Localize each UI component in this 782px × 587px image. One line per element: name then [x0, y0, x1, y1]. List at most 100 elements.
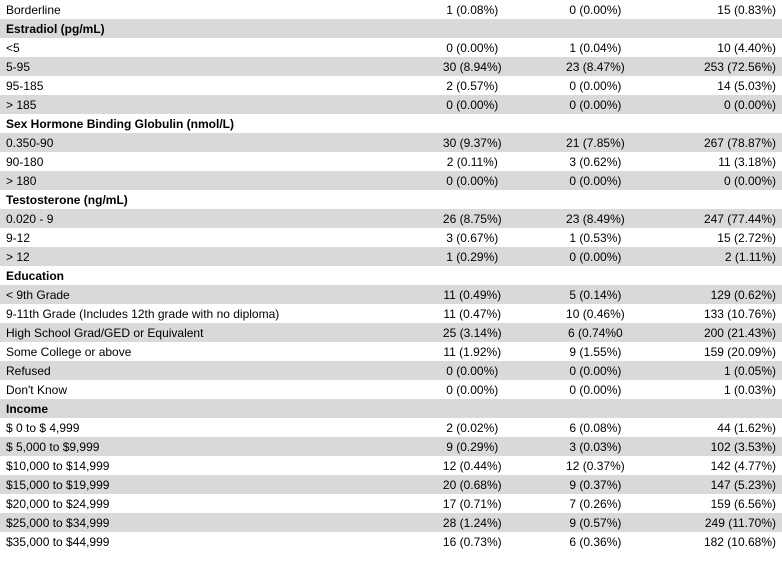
row-label: 0.020 - 9: [0, 209, 411, 228]
cell-col1: 3 (0.67%): [411, 228, 534, 247]
cell-col2: 23 (8.47%): [534, 57, 657, 76]
cell-col2: 10 (0.46%): [534, 304, 657, 323]
cell-col1: 30 (8.94%): [411, 57, 534, 76]
table-row: > 1800 (0.00%)0 (0.00%)0 (0.00%): [0, 171, 782, 190]
row-label: <5: [0, 38, 411, 57]
row-label: $ 5,000 to $9,999: [0, 437, 411, 456]
cell-col1: 0 (0.00%): [411, 171, 534, 190]
row-label: $15,000 to $19,999: [0, 475, 411, 494]
cell-col3: 102 (3.53%): [657, 437, 782, 456]
table-row: High School Grad/GED or Equivalent25 (3.…: [0, 323, 782, 342]
cell-col1: 17 (0.71%): [411, 494, 534, 513]
cell-col1: 28 (1.24%): [411, 513, 534, 532]
cell-col1: 2 (0.57%): [411, 76, 534, 95]
table-row: $ 0 to $ 4,9992 (0.02%)6 (0.08%)44 (1.62…: [0, 418, 782, 437]
cell-col3: 267 (78.87%): [657, 133, 782, 152]
cell-col1: 1 (0.08%): [411, 0, 534, 19]
cell-col2: 5 (0.14%): [534, 285, 657, 304]
table-row: > 1850 (0.00%)0 (0.00%)0 (0.00%): [0, 95, 782, 114]
row-label: Borderline: [0, 0, 411, 19]
table-row: Income: [0, 399, 782, 418]
cell-col2: 6 (0.36%): [534, 532, 657, 551]
cell-col1: 1 (0.29%): [411, 247, 534, 266]
cell-col3: 1 (0.03%): [657, 380, 782, 399]
cell-col2: 0 (0.00%): [534, 0, 657, 19]
cell-col2: 0 (0.00%): [534, 171, 657, 190]
cell-col2: 0 (0.00%): [534, 380, 657, 399]
cell-col1: 0 (0.00%): [411, 361, 534, 380]
cell-col3: 15 (2.72%): [657, 228, 782, 247]
table-row: Education: [0, 266, 782, 285]
cell-col3: 147 (5.23%): [657, 475, 782, 494]
cell-col1: 2 (0.02%): [411, 418, 534, 437]
table-row: 9-11th Grade (Includes 12th grade with n…: [0, 304, 782, 323]
cell-col2: 0 (0.00%): [534, 361, 657, 380]
table-row: Estradiol (pg/mL): [0, 19, 782, 38]
cell-col3: 247 (77.44%): [657, 209, 782, 228]
cell-col2: 0 (0.00%): [534, 247, 657, 266]
cell-col1: 16 (0.73%): [411, 532, 534, 551]
cell-col3: 11 (3.18%): [657, 152, 782, 171]
cell-col3: 0 (0.00%): [657, 171, 782, 190]
row-label: 5-95: [0, 57, 411, 76]
cell-col2: 9 (0.57%): [534, 513, 657, 532]
row-label: $ 0 to $ 4,999: [0, 418, 411, 437]
row-label: 90-180: [0, 152, 411, 171]
cell-col3: 159 (6.56%): [657, 494, 782, 513]
cell-col3: 15 (0.83%): [657, 0, 782, 19]
row-label: > 12: [0, 247, 411, 266]
cell-col2: 1 (0.53%): [534, 228, 657, 247]
cell-col3: 182 (10.68%): [657, 532, 782, 551]
table-row: 5-9530 (8.94%)23 (8.47%)253 (72.56%): [0, 57, 782, 76]
cell-col3: 1 (0.05%): [657, 361, 782, 380]
section-header: Sex Hormone Binding Globulin (nmol/L): [0, 114, 782, 133]
cell-col1: 0 (0.00%): [411, 380, 534, 399]
cell-col2: 6 (0.74%0: [534, 323, 657, 342]
cell-col3: 142 (4.77%): [657, 456, 782, 475]
cell-col2: 21 (7.85%): [534, 133, 657, 152]
table-row: $ 5,000 to $9,9999 (0.29%)3 (0.03%)102 (…: [0, 437, 782, 456]
cell-col2: 3 (0.62%): [534, 152, 657, 171]
row-label: $25,000 to $34,999: [0, 513, 411, 532]
cell-col3: 14 (5.03%): [657, 76, 782, 95]
cell-col1: 30 (9.37%): [411, 133, 534, 152]
cell-col2: 23 (8.49%): [534, 209, 657, 228]
table-row: 95-1852 (0.57%)0 (0.00%)14 (5.03%): [0, 76, 782, 95]
table-row: Don't Know0 (0.00%)0 (0.00%)1 (0.03%): [0, 380, 782, 399]
cell-col1: 0 (0.00%): [411, 95, 534, 114]
section-header: Income: [0, 399, 782, 418]
cell-col3: 159 (20.09%): [657, 342, 782, 361]
cell-col1: 11 (0.49%): [411, 285, 534, 304]
data-table: Borderline1 (0.08%)0 (0.00%)15 (0.83%)Es…: [0, 0, 782, 551]
table-row: 0.020 - 926 (8.75%)23 (8.49%)247 (77.44%…: [0, 209, 782, 228]
cell-col3: 10 (4.40%): [657, 38, 782, 57]
section-header: Estradiol (pg/mL): [0, 19, 782, 38]
cell-col3: 200 (21.43%): [657, 323, 782, 342]
cell-col3: 0 (0.00%): [657, 95, 782, 114]
row-label: Don't Know: [0, 380, 411, 399]
cell-col3: 133 (10.76%): [657, 304, 782, 323]
table-row: $10,000 to $14,99912 (0.44%)12 (0.37%)14…: [0, 456, 782, 475]
row-label: < 9th Grade: [0, 285, 411, 304]
cell-col1: 2 (0.11%): [411, 152, 534, 171]
row-label: $10,000 to $14,999: [0, 456, 411, 475]
cell-col2: 12 (0.37%): [534, 456, 657, 475]
cell-col2: 1 (0.04%): [534, 38, 657, 57]
table-row: <50 (0.00%)1 (0.04%)10 (4.40%): [0, 38, 782, 57]
table-row: Borderline1 (0.08%)0 (0.00%)15 (0.83%): [0, 0, 782, 19]
cell-col1: 11 (1.92%): [411, 342, 534, 361]
table-row: $15,000 to $19,99920 (0.68%)9 (0.37%)147…: [0, 475, 782, 494]
table-row: 0.350-9030 (9.37%)21 (7.85%)267 (78.87%): [0, 133, 782, 152]
table-row: Sex Hormone Binding Globulin (nmol/L): [0, 114, 782, 133]
cell-col1: 9 (0.29%): [411, 437, 534, 456]
cell-col1: 26 (8.75%): [411, 209, 534, 228]
table-row: $25,000 to $34,99928 (1.24%)9 (0.57%)249…: [0, 513, 782, 532]
row-label: Some College or above: [0, 342, 411, 361]
table-row: > 121 (0.29%)0 (0.00%)2 (1.11%): [0, 247, 782, 266]
cell-col1: 0 (0.00%): [411, 38, 534, 57]
cell-col2: 9 (0.37%): [534, 475, 657, 494]
cell-col1: 25 (3.14%): [411, 323, 534, 342]
table-row: $20,000 to $24,99917 (0.71%)7 (0.26%)159…: [0, 494, 782, 513]
row-label: Refused: [0, 361, 411, 380]
row-label: > 180: [0, 171, 411, 190]
